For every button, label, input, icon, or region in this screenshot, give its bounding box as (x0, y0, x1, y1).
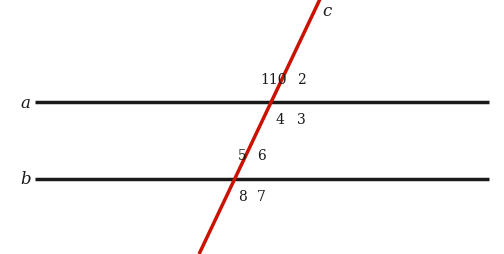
Text: 5: 5 (238, 149, 247, 163)
Text: 7: 7 (257, 189, 266, 203)
Text: 6: 6 (257, 149, 266, 163)
Text: 4: 4 (276, 113, 285, 127)
Text: b: b (20, 171, 31, 187)
Text: 3: 3 (297, 113, 306, 127)
Text: a: a (20, 94, 30, 111)
Text: 110: 110 (261, 72, 287, 86)
Text: 2: 2 (297, 72, 306, 86)
Text: 8: 8 (238, 189, 247, 203)
Text: c: c (322, 3, 331, 20)
